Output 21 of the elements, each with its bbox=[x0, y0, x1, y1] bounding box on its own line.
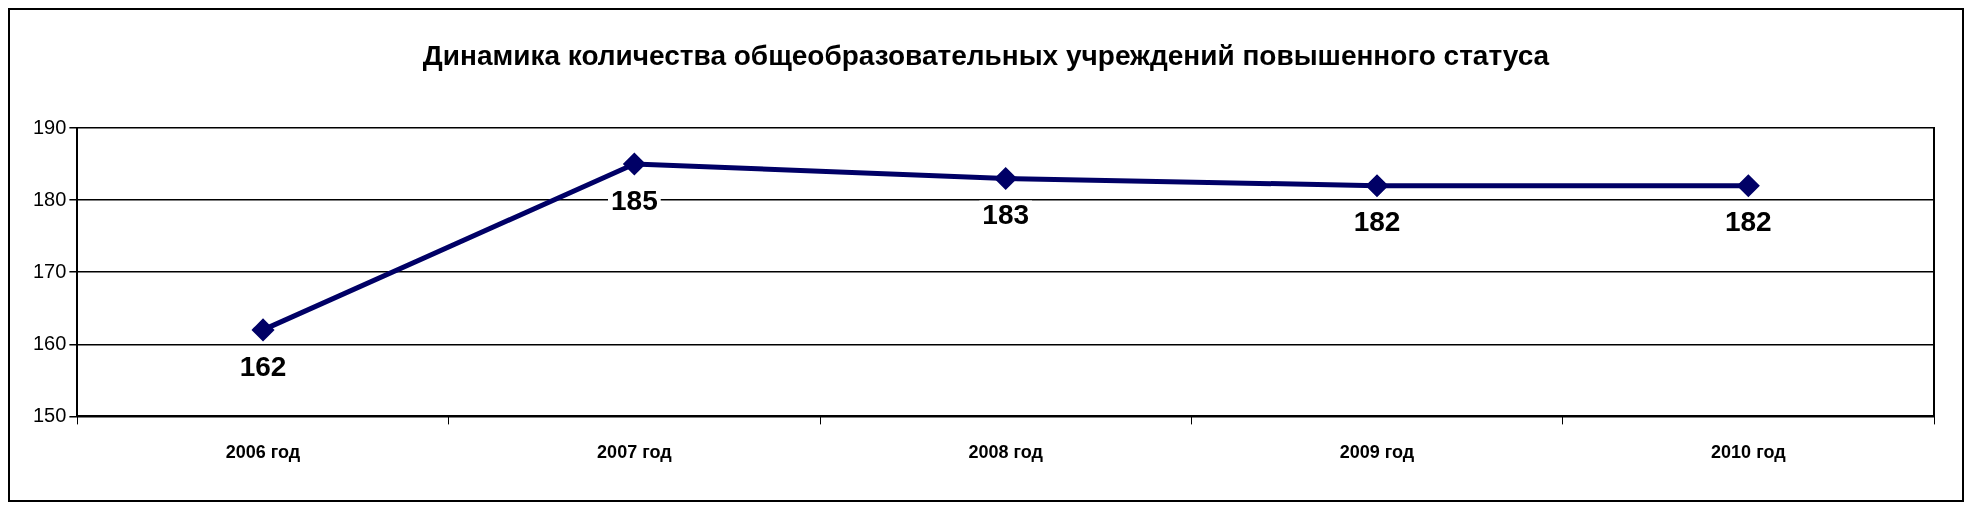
data-label: 162 bbox=[239, 350, 287, 382]
x-tick-label: 2007 год bbox=[597, 442, 673, 463]
point bbox=[1366, 175, 1388, 197]
data-label: 183 bbox=[982, 199, 1030, 231]
chart-title: Динамика количества общеобразовательных учреждений повышенного статуса bbox=[421, 40, 1551, 72]
point bbox=[252, 319, 274, 341]
data-label: 182 bbox=[1724, 206, 1772, 238]
data-label: 182 bbox=[1353, 206, 1401, 238]
point bbox=[995, 167, 1017, 189]
y-tick-label: 160 bbox=[32, 331, 67, 354]
x-tick-label: 2010 год bbox=[1711, 442, 1787, 463]
point bbox=[623, 153, 645, 175]
data-label: 185 bbox=[611, 184, 658, 216]
x-tick-label: 2006 год bbox=[225, 442, 301, 463]
x-tick-label: 2008 год bbox=[968, 442, 1044, 463]
x-tick-label: 2009 год bbox=[1339, 442, 1415, 463]
point bbox=[1737, 175, 1759, 197]
y-tick-label: 190 bbox=[32, 115, 67, 138]
y-tick-label: 150 bbox=[32, 403, 67, 426]
y-tick-label: 180 bbox=[32, 187, 67, 210]
y-tick-label: 170 bbox=[32, 259, 67, 282]
